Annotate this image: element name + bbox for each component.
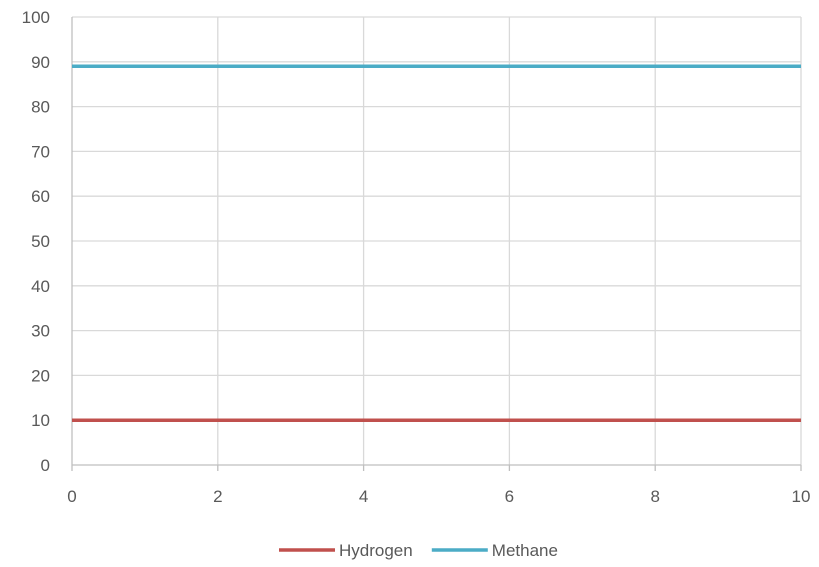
y-tick-label: 50 xyxy=(31,232,50,251)
y-tick-label: 60 xyxy=(31,187,50,206)
series-lines xyxy=(72,64,801,422)
x-tick-label: 0 xyxy=(67,487,76,506)
x-tick-label: 4 xyxy=(359,487,368,506)
legend-label: Hydrogen xyxy=(339,541,413,560)
gridlines xyxy=(72,16,802,465)
x-tick-label: 2 xyxy=(213,487,222,506)
legend-item-methane: Methane xyxy=(431,541,558,560)
y-tick-label: 10 xyxy=(31,411,50,430)
y-tick-label: 80 xyxy=(31,98,50,117)
y-tick-label: 30 xyxy=(31,322,50,341)
y-axis-tick-labels: 0 10 20 30 40 50 60 70 80 90 100 xyxy=(22,8,50,475)
y-tick-label: 40 xyxy=(31,277,50,296)
y-tick-label: 0 xyxy=(41,456,50,475)
y-tick-label: 70 xyxy=(31,142,50,161)
x-axis-tick-labels: 0 2 4 6 8 10 xyxy=(67,487,810,506)
y-tick-label: 90 xyxy=(31,53,50,72)
y-tick-label: 20 xyxy=(31,366,50,385)
legend: Hydrogen Methane xyxy=(279,541,558,560)
x-tick-label: 10 xyxy=(792,487,811,506)
x-tick-label: 6 xyxy=(505,487,514,506)
x-tick-label: 8 xyxy=(650,487,659,506)
axes xyxy=(71,17,802,471)
legend-item-hydrogen: Hydrogen xyxy=(279,541,413,560)
y-tick-label: 100 xyxy=(22,8,50,27)
legend-label: Methane xyxy=(492,541,558,560)
